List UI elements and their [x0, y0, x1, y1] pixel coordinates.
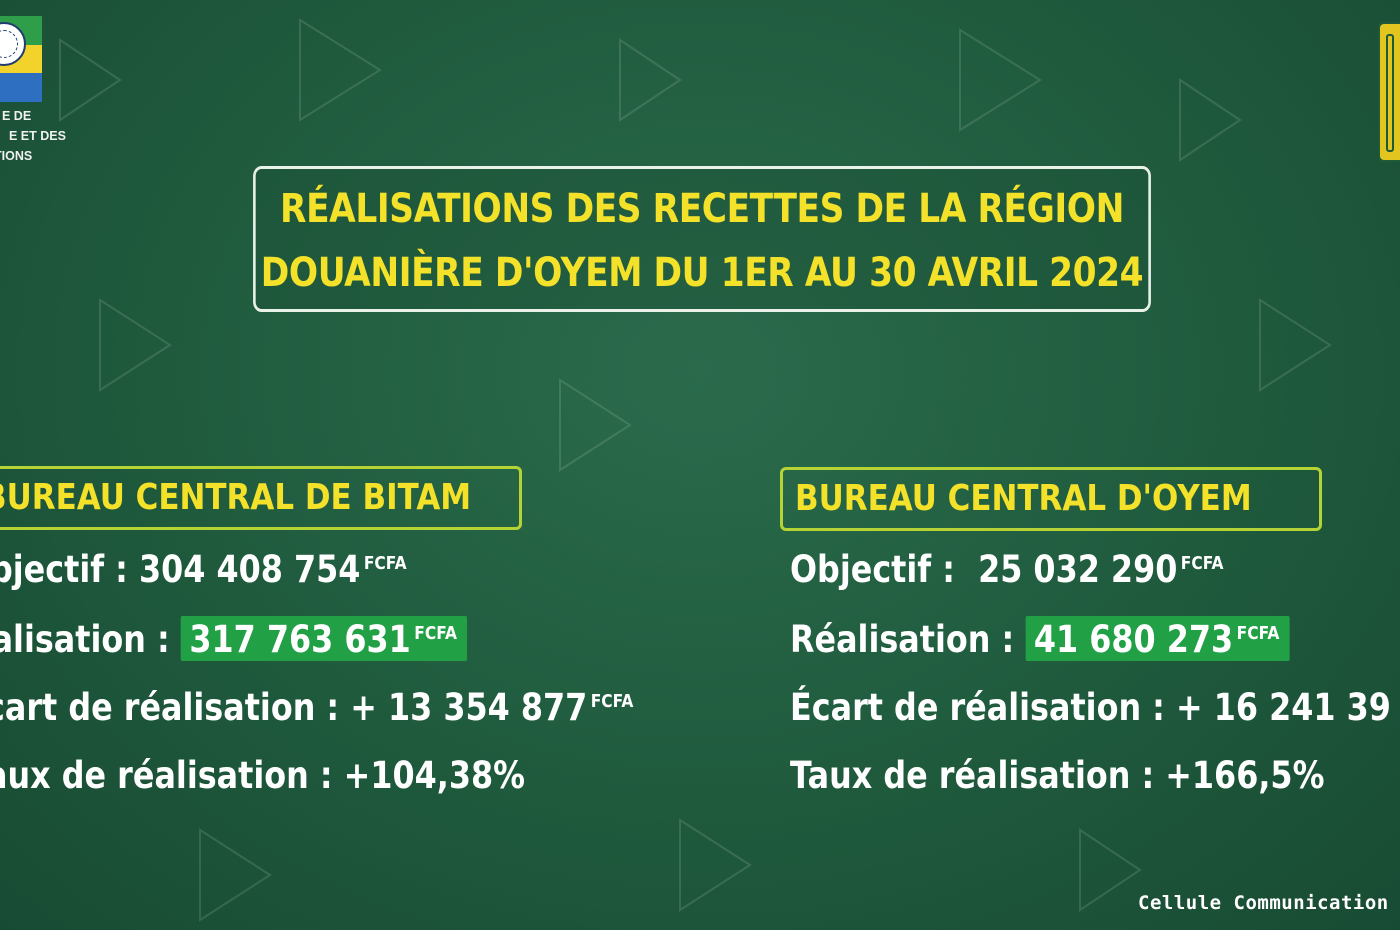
title-line-1: RÉALISATIONS DES RECETTES DE LA RÉGION [280, 186, 1124, 232]
ecart-label: Écart de réalisation : [790, 686, 1176, 729]
title-line-2: DOUANIÈRE D'OYEM DU 1ER AU 30 AVRIL 2024 [260, 250, 1144, 296]
footer-credit: Cellule Communication [1138, 892, 1389, 914]
objectif-label: bjectif : [0, 548, 139, 591]
currency-unit: FCFA [590, 691, 634, 712]
realisation-highlight: 317 763 631 FCFA [180, 616, 468, 661]
ministry-name-line: TIONS [0, 149, 33, 163]
currency-unit: FCFA [363, 553, 407, 574]
oyem-ecart: Écart de réalisation : + 16 241 390F [790, 684, 1392, 732]
bitam-heading-text: BUREAU CENTRAL DE BITAM [0, 477, 472, 518]
ministry-logo: E DE E ET DES TIONS [0, 0, 70, 170]
oyem-taux: Taux de réalisation : +166,5% [790, 752, 1324, 800]
bitam-ecart: cart de réalisation : + 13 354 877 FCFA [0, 684, 633, 732]
taux-value: +104,38% [343, 754, 525, 797]
ecart-value: + 16 241 390 [1175, 686, 1392, 729]
oyem-objectif: Objectif : 25 032 290 FCFA [790, 546, 1224, 594]
taux-label: aux de réalisation : [0, 754, 344, 797]
oyem-heading-text: BUREAU CENTRAL D'OYEM [795, 478, 1252, 519]
ministry-name: E DE E ET DES TIONS [0, 106, 80, 166]
currency-unit: FCFA [1180, 553, 1224, 574]
oyem-heading: BUREAU CENTRAL D'OYEM [780, 467, 1322, 531]
bitam-heading: BUREAU CENTRAL DE BITAM [0, 466, 522, 530]
realisation-label: éalisation : [0, 618, 170, 661]
bitam-taux: aux de réalisation : +104,38% [0, 752, 525, 800]
ministry-name-line: E DE [2, 109, 32, 123]
currency-unit: FCFA [1236, 623, 1280, 644]
ministry-name-line: E ET DES [9, 129, 66, 143]
bitam-objectif: bjectif : 304 408 754 FCFA [0, 546, 407, 594]
ecart-label: cart de réalisation : [0, 686, 351, 729]
realisation-value: 317 763 631 [189, 618, 411, 661]
objectif-label: Objectif : [790, 548, 967, 591]
customs-emblem-icon [1378, 22, 1400, 162]
realisation-label: Réalisation : [790, 618, 1026, 661]
title-box: RÉALISATIONS DES RECETTES DE LA RÉGION D… [253, 166, 1151, 312]
taux-label: Taux de réalisation : [790, 754, 1166, 797]
realisation-highlight: 41 680 273 FCFA [1025, 616, 1290, 661]
taux-value: +166,5% [1165, 754, 1325, 797]
objectif-value: 304 408 754 [138, 548, 361, 591]
currency-unit: FCFA [414, 623, 457, 644]
realisation-value: 41 680 273 [1033, 618, 1234, 661]
oyem-realisation: Réalisation : 41 680 273 FCFA [790, 616, 1290, 664]
ecart-value: + 13 354 877 [350, 686, 588, 729]
objectif-value: 25 032 290 [978, 548, 1178, 591]
